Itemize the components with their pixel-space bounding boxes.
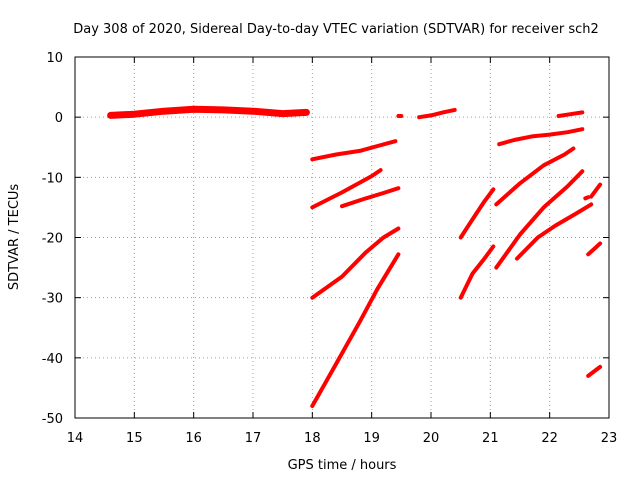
data-trace: [586, 241, 603, 257]
data-trace: [515, 202, 594, 261]
y-tick-label: -30: [42, 292, 63, 307]
x-tick-label: 14: [67, 431, 84, 446]
x-tick-label: 20: [423, 431, 440, 446]
data-trace: [310, 226, 401, 300]
x-tick-label: 18: [304, 431, 321, 446]
y-tick-label: -50: [42, 412, 63, 427]
x-tick-label: 19: [363, 431, 380, 446]
y-tick-label: 0: [55, 111, 63, 126]
x-tick-label: 15: [126, 431, 143, 446]
data-trace: [583, 195, 591, 201]
chart-title: Day 308 of 2020, Sidereal Day-to-day VTE…: [73, 22, 599, 37]
y-axis-label: SDTVAR / TECUs: [7, 184, 22, 291]
data-trace: [458, 187, 496, 240]
x-tick-label: 23: [601, 431, 618, 446]
tick-labels: 14 15 16 17 18 19 20 21 22 23 -50 -40 -30 -20 -10 0 10: [42, 51, 618, 446]
data-trace: [494, 146, 576, 207]
data-trace: [310, 252, 401, 408]
y-tick-label: -10: [42, 171, 63, 186]
data-trace: [589, 182, 603, 199]
data-trace: [310, 139, 398, 162]
data-trace: [340, 186, 401, 209]
data-series: [107, 105, 603, 408]
y-tick-label: -40: [42, 352, 63, 367]
x-tick-label: 17: [245, 431, 262, 446]
data-trace: [310, 168, 383, 210]
x-tick-label: 16: [185, 431, 202, 446]
data-trace: [586, 364, 603, 378]
x-axis-label: GPS time / hours: [288, 458, 397, 473]
data-trace: [107, 105, 310, 119]
x-tick-label: 21: [482, 431, 499, 446]
plot-frame: [74, 56, 610, 419]
y-tick-label: -20: [42, 232, 63, 247]
y-tick-label: 10: [46, 51, 63, 66]
data-trace: [556, 110, 585, 118]
data-trace: [458, 244, 496, 300]
data-trace: [494, 169, 585, 270]
x-tick-label: 22: [541, 431, 558, 446]
data-trace: [417, 107, 457, 120]
data-trace: [497, 127, 585, 147]
